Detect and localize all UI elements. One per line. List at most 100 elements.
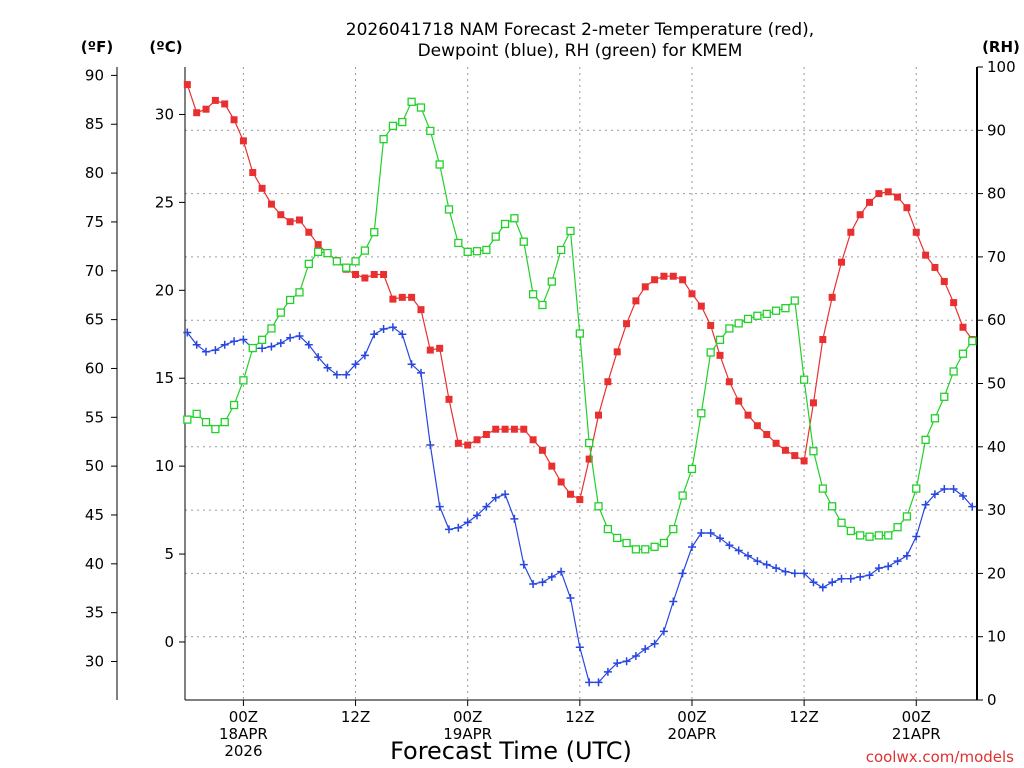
rh-point: [351, 257, 360, 266]
rh-point: [211, 424, 220, 434]
temperature-point: [763, 430, 771, 438]
dewpoint-point: [519, 560, 528, 569]
rh-tick-label: 0: [987, 691, 997, 709]
dewpoint-point: [949, 485, 958, 493]
temperature-point: [510, 425, 518, 433]
fahrenheit-tick-label: 60: [85, 359, 104, 377]
rh-point: [276, 308, 285, 317]
rh-point: [229, 400, 239, 410]
rh-point: [930, 414, 940, 423]
temperature-point: [791, 452, 799, 460]
axes: [111, 66, 983, 706]
grid-lines: [185, 67, 977, 700]
rh-point: [482, 245, 491, 255]
temperature-point: [809, 399, 817, 407]
temperature-point: [249, 169, 257, 176]
dewpoint-point: [491, 493, 500, 502]
dewpoint-point: [407, 360, 416, 369]
dewpoint-point: [706, 529, 715, 537]
temperature-point: [295, 216, 303, 224]
dewpoint-point: [856, 572, 865, 581]
temperature-point: [221, 100, 229, 108]
temperature-point: [744, 411, 752, 419]
temperature-point: [286, 218, 294, 226]
temperature-point: [931, 263, 939, 271]
dewpoint-point: [463, 518, 472, 527]
dewpoint-point: [332, 370, 341, 379]
rh-point: [940, 392, 949, 401]
rh-point: [818, 484, 827, 493]
rh-point: [444, 205, 454, 214]
fahrenheit-tick-label: 65: [85, 311, 104, 329]
rh-point: [781, 304, 790, 313]
temperature-point: [884, 188, 892, 196]
dewpoint-point: [940, 485, 949, 493]
rh-tick-label: 50: [987, 375, 1006, 393]
title-line-2: Dewpoint (blue), RH (green) for KMEM: [418, 41, 743, 61]
rh-point: [762, 309, 771, 319]
temperature-point: [464, 441, 472, 449]
rh-point: [407, 97, 416, 106]
rh-point: [912, 484, 921, 493]
dewpoint-point: [323, 363, 332, 372]
rh-point: [902, 512, 912, 521]
temperature-point: [370, 270, 378, 278]
temperature-point: [819, 336, 827, 344]
dewpoint-point: [435, 502, 444, 511]
temperature-series: [183, 81, 976, 504]
temperature-point: [520, 425, 528, 433]
temperature-point: [912, 228, 920, 236]
dewpoint-point: [669, 597, 678, 606]
rh-point: [304, 259, 313, 269]
temperature-point: [576, 496, 584, 504]
rh-point: [669, 524, 678, 534]
temperature-point: [361, 274, 369, 282]
fahrenheit-tick-label: 40: [85, 555, 104, 573]
rh-point: [706, 348, 715, 357]
dewpoint-point: [641, 645, 650, 653]
temperature-point: [847, 228, 855, 236]
x-tick-label: 21APR: [892, 725, 941, 743]
temperature-point: [183, 81, 191, 89]
temperature-point: [697, 302, 705, 310]
dewpoint-point: [398, 330, 407, 339]
rh-tick-label: 20: [987, 564, 1006, 582]
fahrenheit-tick-label: 55: [85, 408, 104, 426]
dewpoint-point: [501, 490, 510, 499]
rh-unit-label: (RH): [982, 38, 1020, 56]
dewpoint-point: [688, 543, 696, 551]
dewpoint-point: [360, 351, 369, 360]
dewpoint-point: [538, 578, 547, 587]
dewpoint-point: [837, 574, 846, 583]
temperature-point: [314, 241, 322, 249]
dewpoint-point: [557, 567, 566, 576]
dewpoint-point: [828, 578, 837, 587]
rh-point: [472, 247, 482, 256]
dewpoint-point: [697, 529, 706, 537]
credit-text: coolwx.com/models: [866, 748, 1014, 766]
rh-point: [491, 232, 500, 241]
dewpoint-point: [566, 594, 575, 602]
x-axis-label: Forecast Time (UTC): [390, 737, 632, 765]
rh-point: [314, 247, 323, 256]
rh-series: [183, 97, 977, 554]
dewpoint-series: [183, 323, 977, 687]
fahrenheit-tick-label: 30: [85, 653, 104, 671]
dewpoint-point: [585, 678, 594, 687]
chart-title: 2026041718 NAM Forecast 2-meter Temperat…: [346, 20, 814, 61]
fahrenheit-unit-label: (ºF): [81, 38, 113, 56]
dewpoint-point: [342, 370, 351, 379]
rh-point: [641, 545, 650, 554]
rh-point: [435, 160, 444, 169]
rh-point: [388, 121, 398, 131]
dewpoint-point: [445, 525, 453, 534]
x-tick-label: 00Z: [229, 708, 258, 726]
rh-point: [566, 226, 575, 236]
x-tick-label: 12Z: [341, 708, 370, 726]
rh-point: [968, 336, 977, 346]
temperature-point: [604, 378, 612, 386]
dewpoint-point: [183, 328, 192, 337]
rh-point: [631, 545, 641, 554]
dewpoint-point: [930, 490, 939, 499]
rh-tick-label: 100: [987, 58, 1016, 76]
